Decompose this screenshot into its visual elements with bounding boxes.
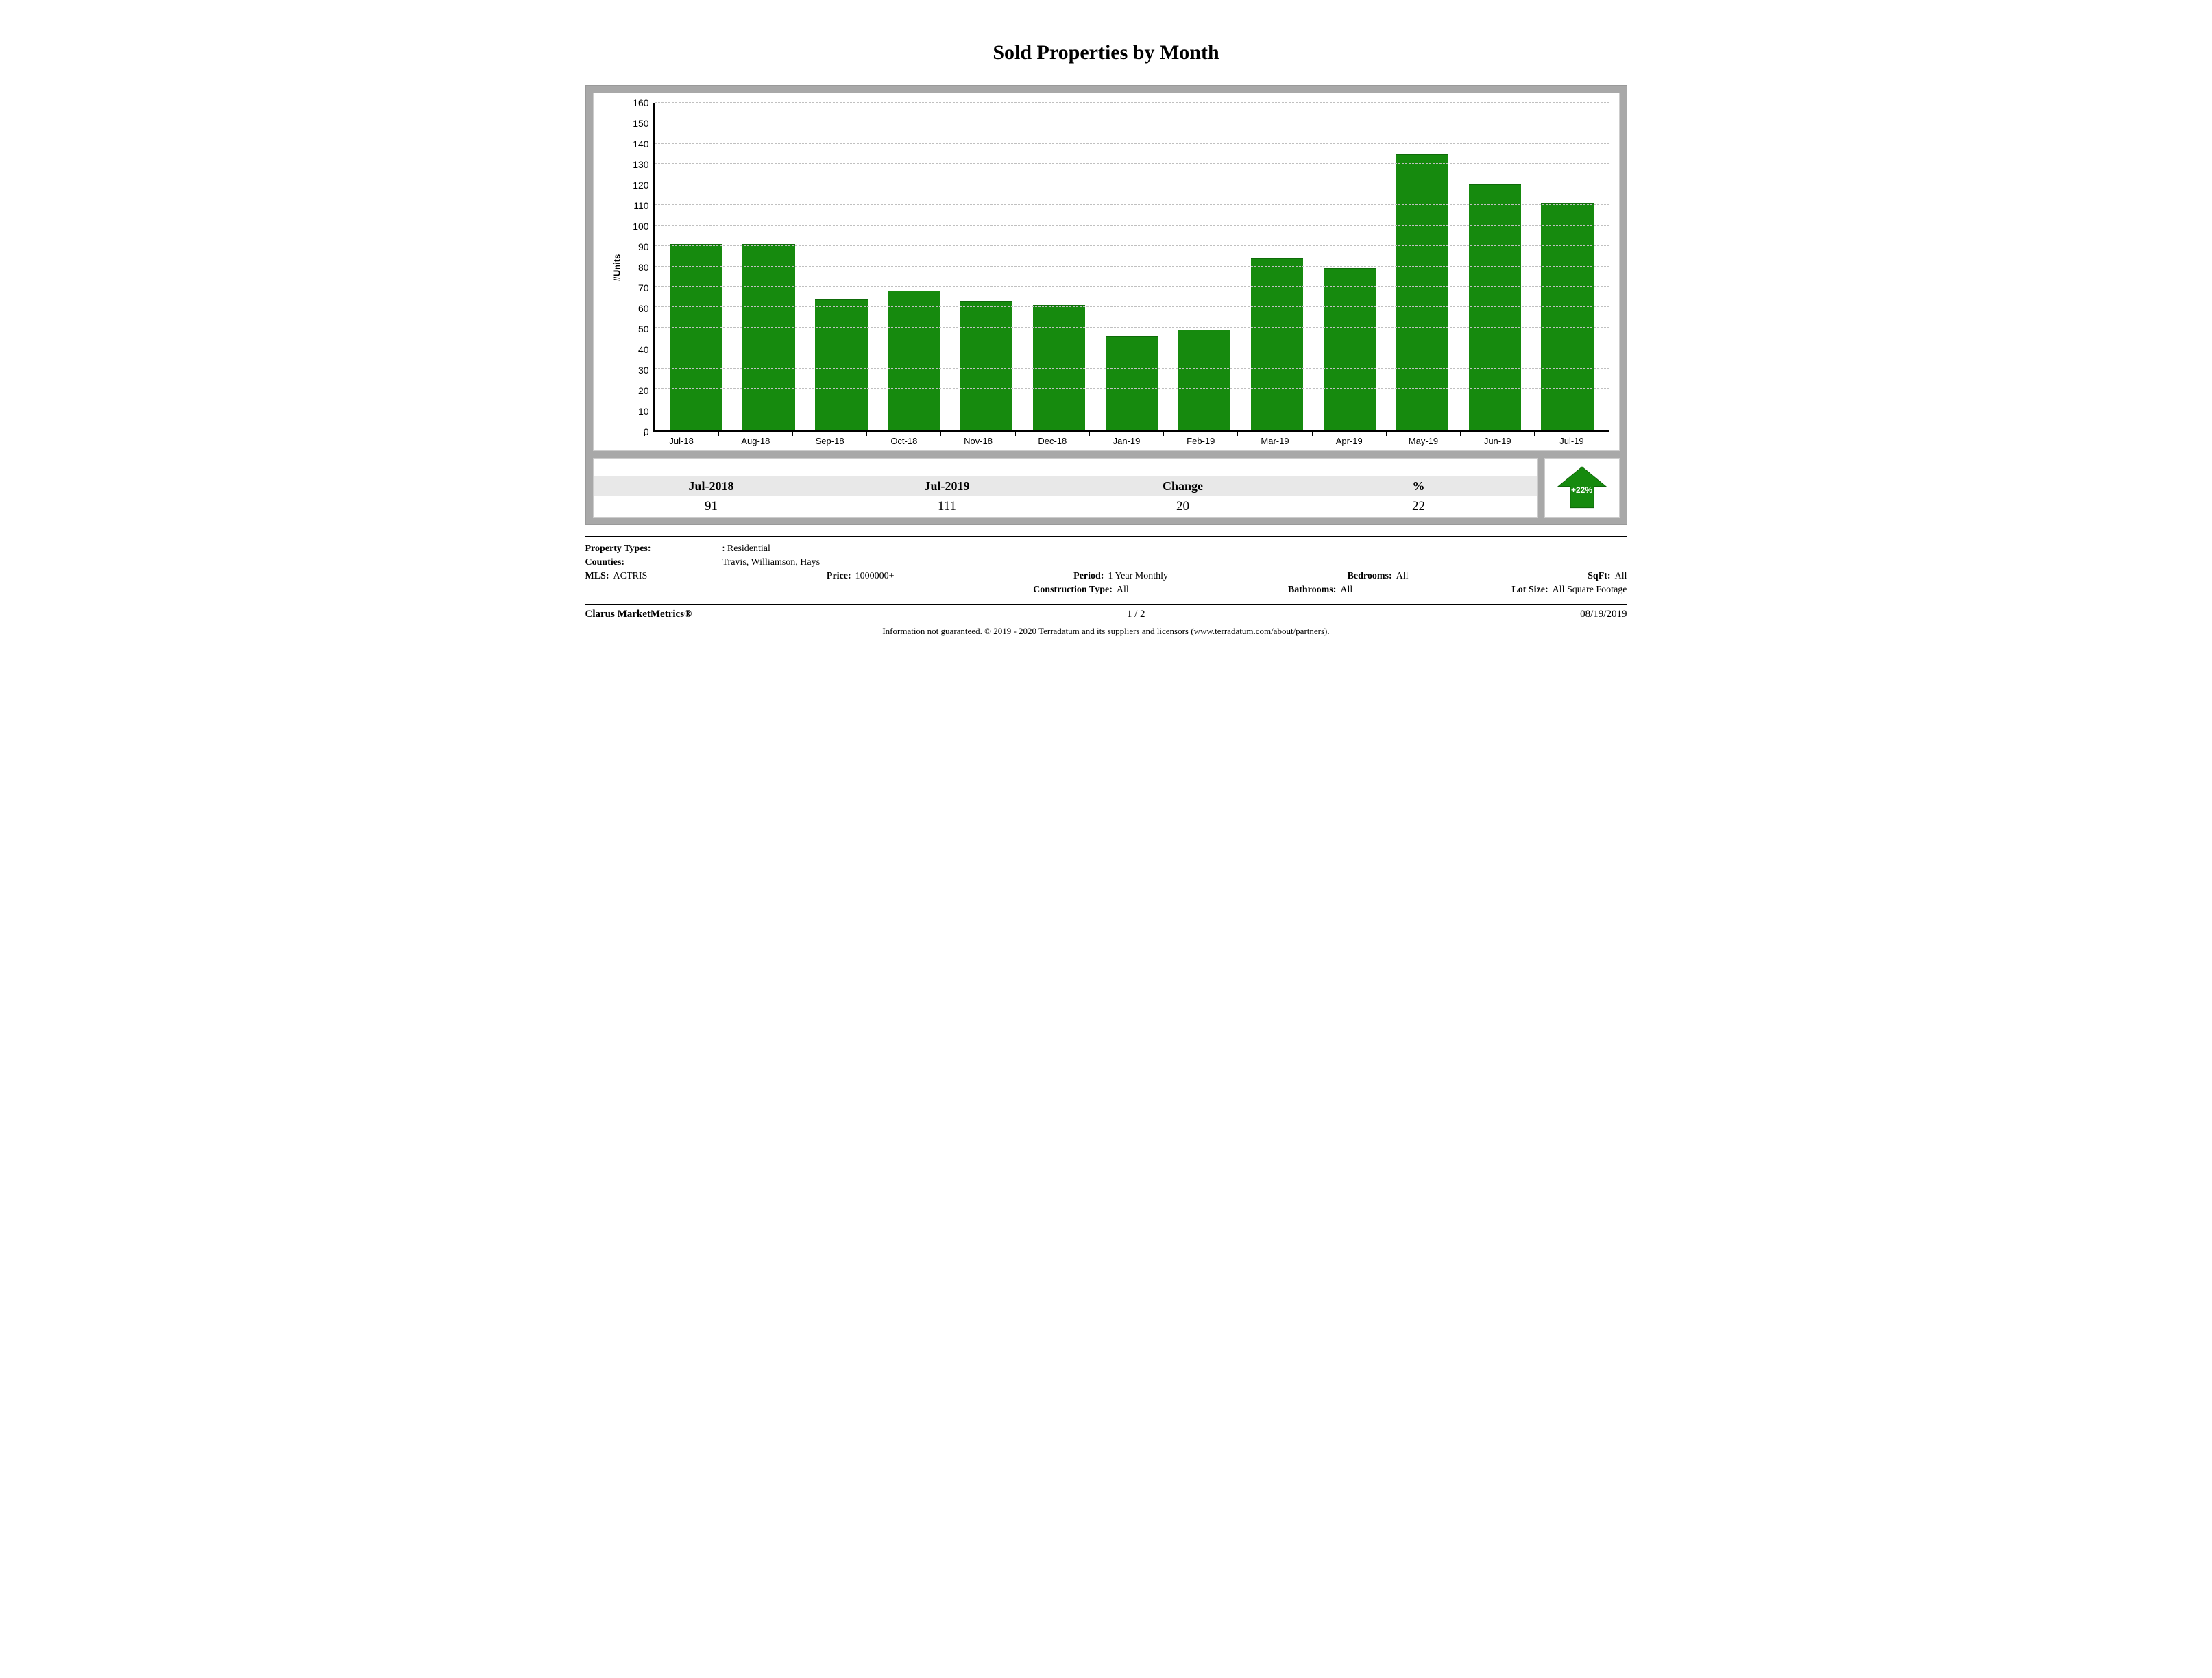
gridline [655, 368, 1609, 369]
chart-bar [815, 299, 867, 430]
bar-slot [1023, 103, 1095, 430]
y-axis-label: #Units [611, 254, 622, 281]
chart-panel: #Units 160150140130120110100908070605040… [593, 93, 1620, 451]
bar-slot [950, 103, 1023, 430]
meta-value: All [1117, 585, 1129, 596]
trend-arrow-panel: +22% [1544, 458, 1620, 518]
meta-value: 1000000+ [855, 571, 895, 582]
footer-date: 08/19/2019 [1580, 609, 1627, 620]
summary-header-cell: Change [1065, 476, 1301, 496]
meta-value: All [1396, 571, 1409, 582]
x-tick-label: Apr-19 [1313, 432, 1386, 446]
meta-value: All [1615, 571, 1627, 582]
bar-slot [733, 103, 805, 430]
meta-value: All Square Footage [1553, 585, 1627, 596]
summary-header-cell: Jul-2019 [829, 476, 1065, 496]
chart-bar [742, 244, 794, 430]
meta-value: 1 Year Monthly [1108, 571, 1168, 582]
summary-section: Jul-2018 Jul-2019 Change % 91 111 20 22 … [593, 458, 1620, 518]
x-tick-label: Dec-18 [1016, 432, 1089, 446]
gridline [655, 266, 1609, 267]
gridline [655, 225, 1609, 226]
meta-label: Lot Size: [1511, 585, 1548, 596]
chart-bar [1178, 330, 1230, 430]
y-axis-ticks: 1601501401301201101009080706050403020100 [633, 98, 653, 427]
x-tick-label: Oct-18 [867, 432, 940, 446]
bar-slot [1313, 103, 1386, 430]
gridline [655, 163, 1609, 164]
chart-plot [653, 103, 1609, 432]
x-axis: Jul-18Aug-18Sep-18Oct-18Nov-18Dec-18Jan-… [644, 432, 1609, 446]
chart-bar [1106, 336, 1158, 430]
meta-value: Travis, Williamson, Hays [722, 557, 821, 568]
bar-slot [1459, 103, 1531, 430]
x-tick-label: Jul-19 [1535, 432, 1608, 446]
page-title: Sold Properties by Month [585, 41, 1627, 64]
summary-value-cell: 22 [1301, 496, 1537, 517]
meta-label: Bathrooms: [1288, 585, 1337, 596]
x-tick-label: Jul-18 [645, 432, 718, 446]
summary-header-row: Jul-2018 Jul-2019 Change % [594, 476, 1537, 496]
meta-label: Price: [827, 571, 851, 582]
chart-bar [1251, 258, 1303, 430]
x-tick-label: Mar-19 [1238, 432, 1311, 446]
meta-value: ACTRIS [613, 571, 648, 582]
x-tick-label: Jan-19 [1090, 432, 1163, 446]
bar-slot [1386, 103, 1459, 430]
gridline [655, 245, 1609, 246]
summary-value-row: 91 111 20 22 [594, 496, 1537, 517]
metadata-section: Property Types: : Residential Counties: … [585, 536, 1627, 597]
summary-value-cell: 111 [829, 496, 1065, 517]
x-tick-label: Sep-18 [793, 432, 866, 446]
bar-slot [660, 103, 733, 430]
x-tick-label: Aug-18 [719, 432, 792, 446]
bar-slot [1531, 103, 1604, 430]
x-tick-label: Feb-19 [1164, 432, 1237, 446]
chart-bars [655, 103, 1609, 430]
bar-slot [1168, 103, 1241, 430]
gridline [655, 388, 1609, 389]
gridline [655, 327, 1609, 328]
chart-bar [1541, 203, 1593, 430]
meta-value: All [1340, 585, 1352, 596]
gridline [655, 286, 1609, 287]
meta-label: Period: [1073, 571, 1104, 582]
disclaimer-text: Information not guaranteed. © 2019 - 202… [585, 626, 1627, 637]
page-number: 1 / 2 [1127, 609, 1145, 620]
bar-slot [805, 103, 877, 430]
gridline [655, 143, 1609, 144]
gridline [655, 102, 1609, 103]
summary-header-cell: Jul-2018 [594, 476, 829, 496]
meta-label: Construction Type: [1033, 585, 1113, 596]
bar-slot [1241, 103, 1313, 430]
chart-bar [1324, 268, 1376, 430]
bar-slot [877, 103, 950, 430]
chart-bar [670, 244, 722, 430]
summary-header-cell: % [1301, 476, 1537, 496]
summary-value-cell: 91 [594, 496, 829, 517]
chart-container: #Units 160150140130120110100908070605040… [585, 85, 1627, 525]
footer-brand: Clarus MarketMetrics® [585, 609, 692, 620]
chart-bar [1469, 184, 1521, 430]
footer-bar: Clarus MarketMetrics® 1 / 2 08/19/2019 [585, 604, 1627, 620]
meta-label: Counties: [585, 557, 625, 568]
meta-label: SqFt: [1588, 571, 1610, 582]
summary-table: Jul-2018 Jul-2019 Change % 91 111 20 22 [593, 458, 1538, 518]
meta-value: : Residential [722, 544, 770, 555]
meta-label: Bedrooms: [1348, 571, 1392, 582]
gridline [655, 306, 1609, 307]
gridline [655, 204, 1609, 205]
x-tick-label: Jun-19 [1461, 432, 1534, 446]
bar-slot [1095, 103, 1168, 430]
summary-value-cell: 20 [1065, 496, 1301, 517]
chart-bar [960, 301, 1012, 430]
x-tick-label: Nov-18 [941, 432, 1014, 446]
meta-label: MLS: [585, 571, 609, 582]
x-tick-label: May-19 [1387, 432, 1460, 446]
trend-arrow-label: +22% [1571, 485, 1592, 494]
meta-label: Property Types: [585, 544, 651, 555]
